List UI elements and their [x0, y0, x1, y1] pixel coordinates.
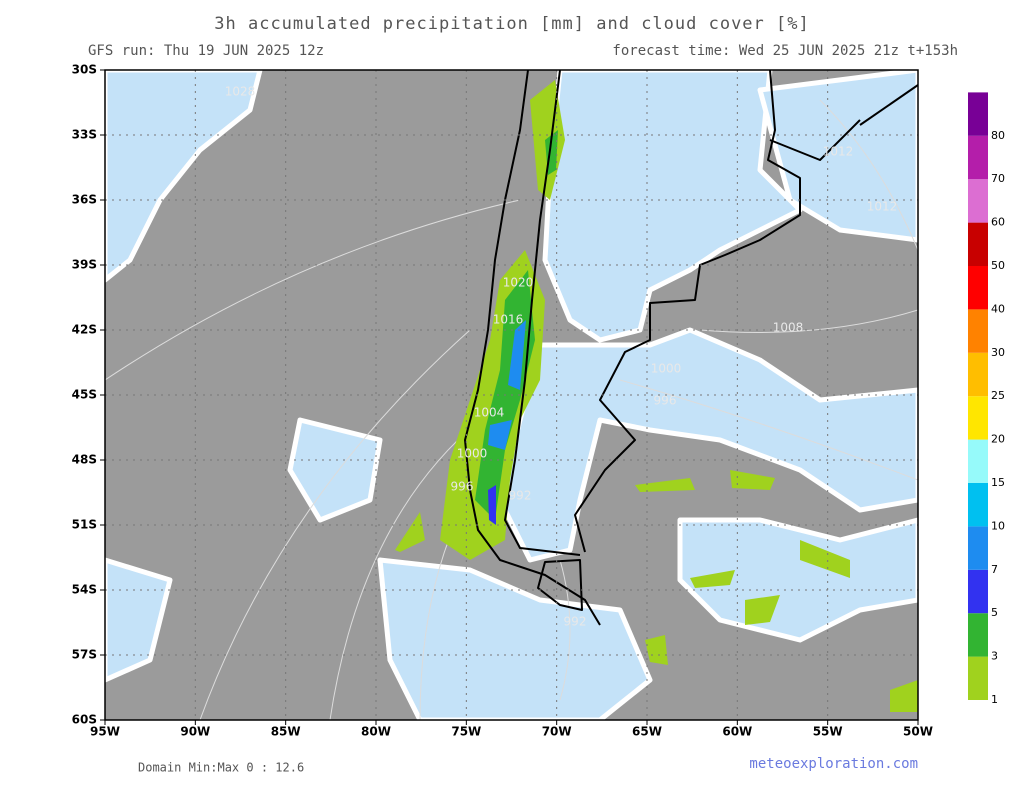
colorbar-label: 1: [991, 693, 998, 706]
colorbar-label: 5: [991, 606, 998, 619]
isobar-label: 1028: [225, 85, 256, 99]
colorbar-segment: [968, 569, 988, 614]
x-tick-label: 80W: [361, 725, 391, 739]
colorbar-label: 7: [991, 563, 998, 576]
y-tick-label: 45S: [72, 388, 97, 402]
run-info: GFS run: Thu 19 JUN 2025 12z: [88, 43, 324, 59]
forecast-info: forecast time: Wed 25 JUN 2025 21z t+153…: [612, 43, 958, 59]
y-tick-label: 36S: [72, 193, 97, 207]
isobar-label: 1008: [773, 321, 804, 335]
isobar-label: 1012: [823, 145, 854, 159]
colorbar-label: 30: [991, 346, 1005, 359]
x-tick-label: 55W: [813, 725, 843, 739]
y-tick-label: 48S: [72, 453, 97, 467]
colorbar-label: 60: [991, 216, 1005, 229]
x-tick-label: 50W: [903, 725, 933, 739]
colorbar-label: 40: [991, 302, 1005, 315]
colorbar-label: 50: [991, 259, 1005, 272]
isobar-label: 1020: [503, 276, 534, 290]
colorbar-label: 70: [991, 172, 1005, 185]
y-tick-label: 51S: [72, 518, 97, 532]
colorbar-label: 80: [991, 129, 1005, 142]
colorbar-segment: [968, 352, 988, 397]
colorbar-label: 15: [991, 476, 1005, 489]
colorbar-segment: [968, 266, 988, 310]
x-tick-label: 60W: [722, 725, 752, 739]
y-tick-label: 54S: [72, 583, 97, 597]
colorbar-segment: [968, 92, 988, 136]
x-tick-label: 90W: [180, 725, 210, 739]
colorbar-segment: [968, 483, 988, 527]
isobar-label: 992: [509, 489, 532, 503]
colorbar-label: 10: [991, 519, 1005, 532]
clear-sky: [105, 70, 918, 720]
isobar-label: 996: [654, 394, 677, 408]
isobar-label: 992: [564, 615, 587, 629]
colorbar-segment: [968, 439, 988, 483]
isobar-label: 1012: [867, 200, 898, 214]
colorbar-label: 3: [991, 650, 998, 663]
isobar-label: 1000: [651, 362, 682, 376]
map-field: [105, 70, 918, 720]
isobar-label: 1016: [493, 313, 524, 327]
isobar-label: 1000: [457, 447, 488, 461]
isobar-label: 996: [451, 480, 474, 494]
colorbar-segment: [968, 613, 988, 657]
colorbar-segment: [968, 396, 988, 440]
colorbar-segment: [968, 135, 988, 180]
x-tick-label: 85W: [271, 725, 301, 739]
y-tick-label: 39S: [72, 258, 97, 272]
x-tick-label: 70W: [542, 725, 572, 739]
y-tick-label: 30S: [72, 63, 97, 77]
title: 3h accumulated precipitation [mm] and cl…: [214, 14, 809, 34]
colorbar-segment: [968, 309, 988, 353]
y-tick-label: 33S: [72, 128, 97, 142]
y-tick-label: 57S: [72, 648, 97, 662]
x-tick-label: 65W: [632, 725, 662, 739]
isobar-label: 1004: [474, 406, 505, 420]
y-tick-label: 60S: [72, 713, 97, 727]
x-tick-label: 95W: [90, 725, 120, 739]
colorbar-segment: [968, 526, 988, 570]
colorbar-segment: [968, 656, 988, 700]
colorbar-label: 25: [991, 389, 1005, 402]
colorbar-segment: [968, 179, 988, 223]
x-tick-label: 75W: [451, 725, 481, 739]
colorbar-label: 20: [991, 433, 1005, 446]
domain-minmax: Domain Min:Max 0 : 12.6: [138, 761, 304, 775]
y-tick-label: 42S: [72, 323, 97, 337]
site-credit[interactable]: meteoexploration.com: [749, 756, 918, 772]
colorbar-segment: [968, 222, 988, 266]
parallels-grid: [105, 70, 918, 720]
